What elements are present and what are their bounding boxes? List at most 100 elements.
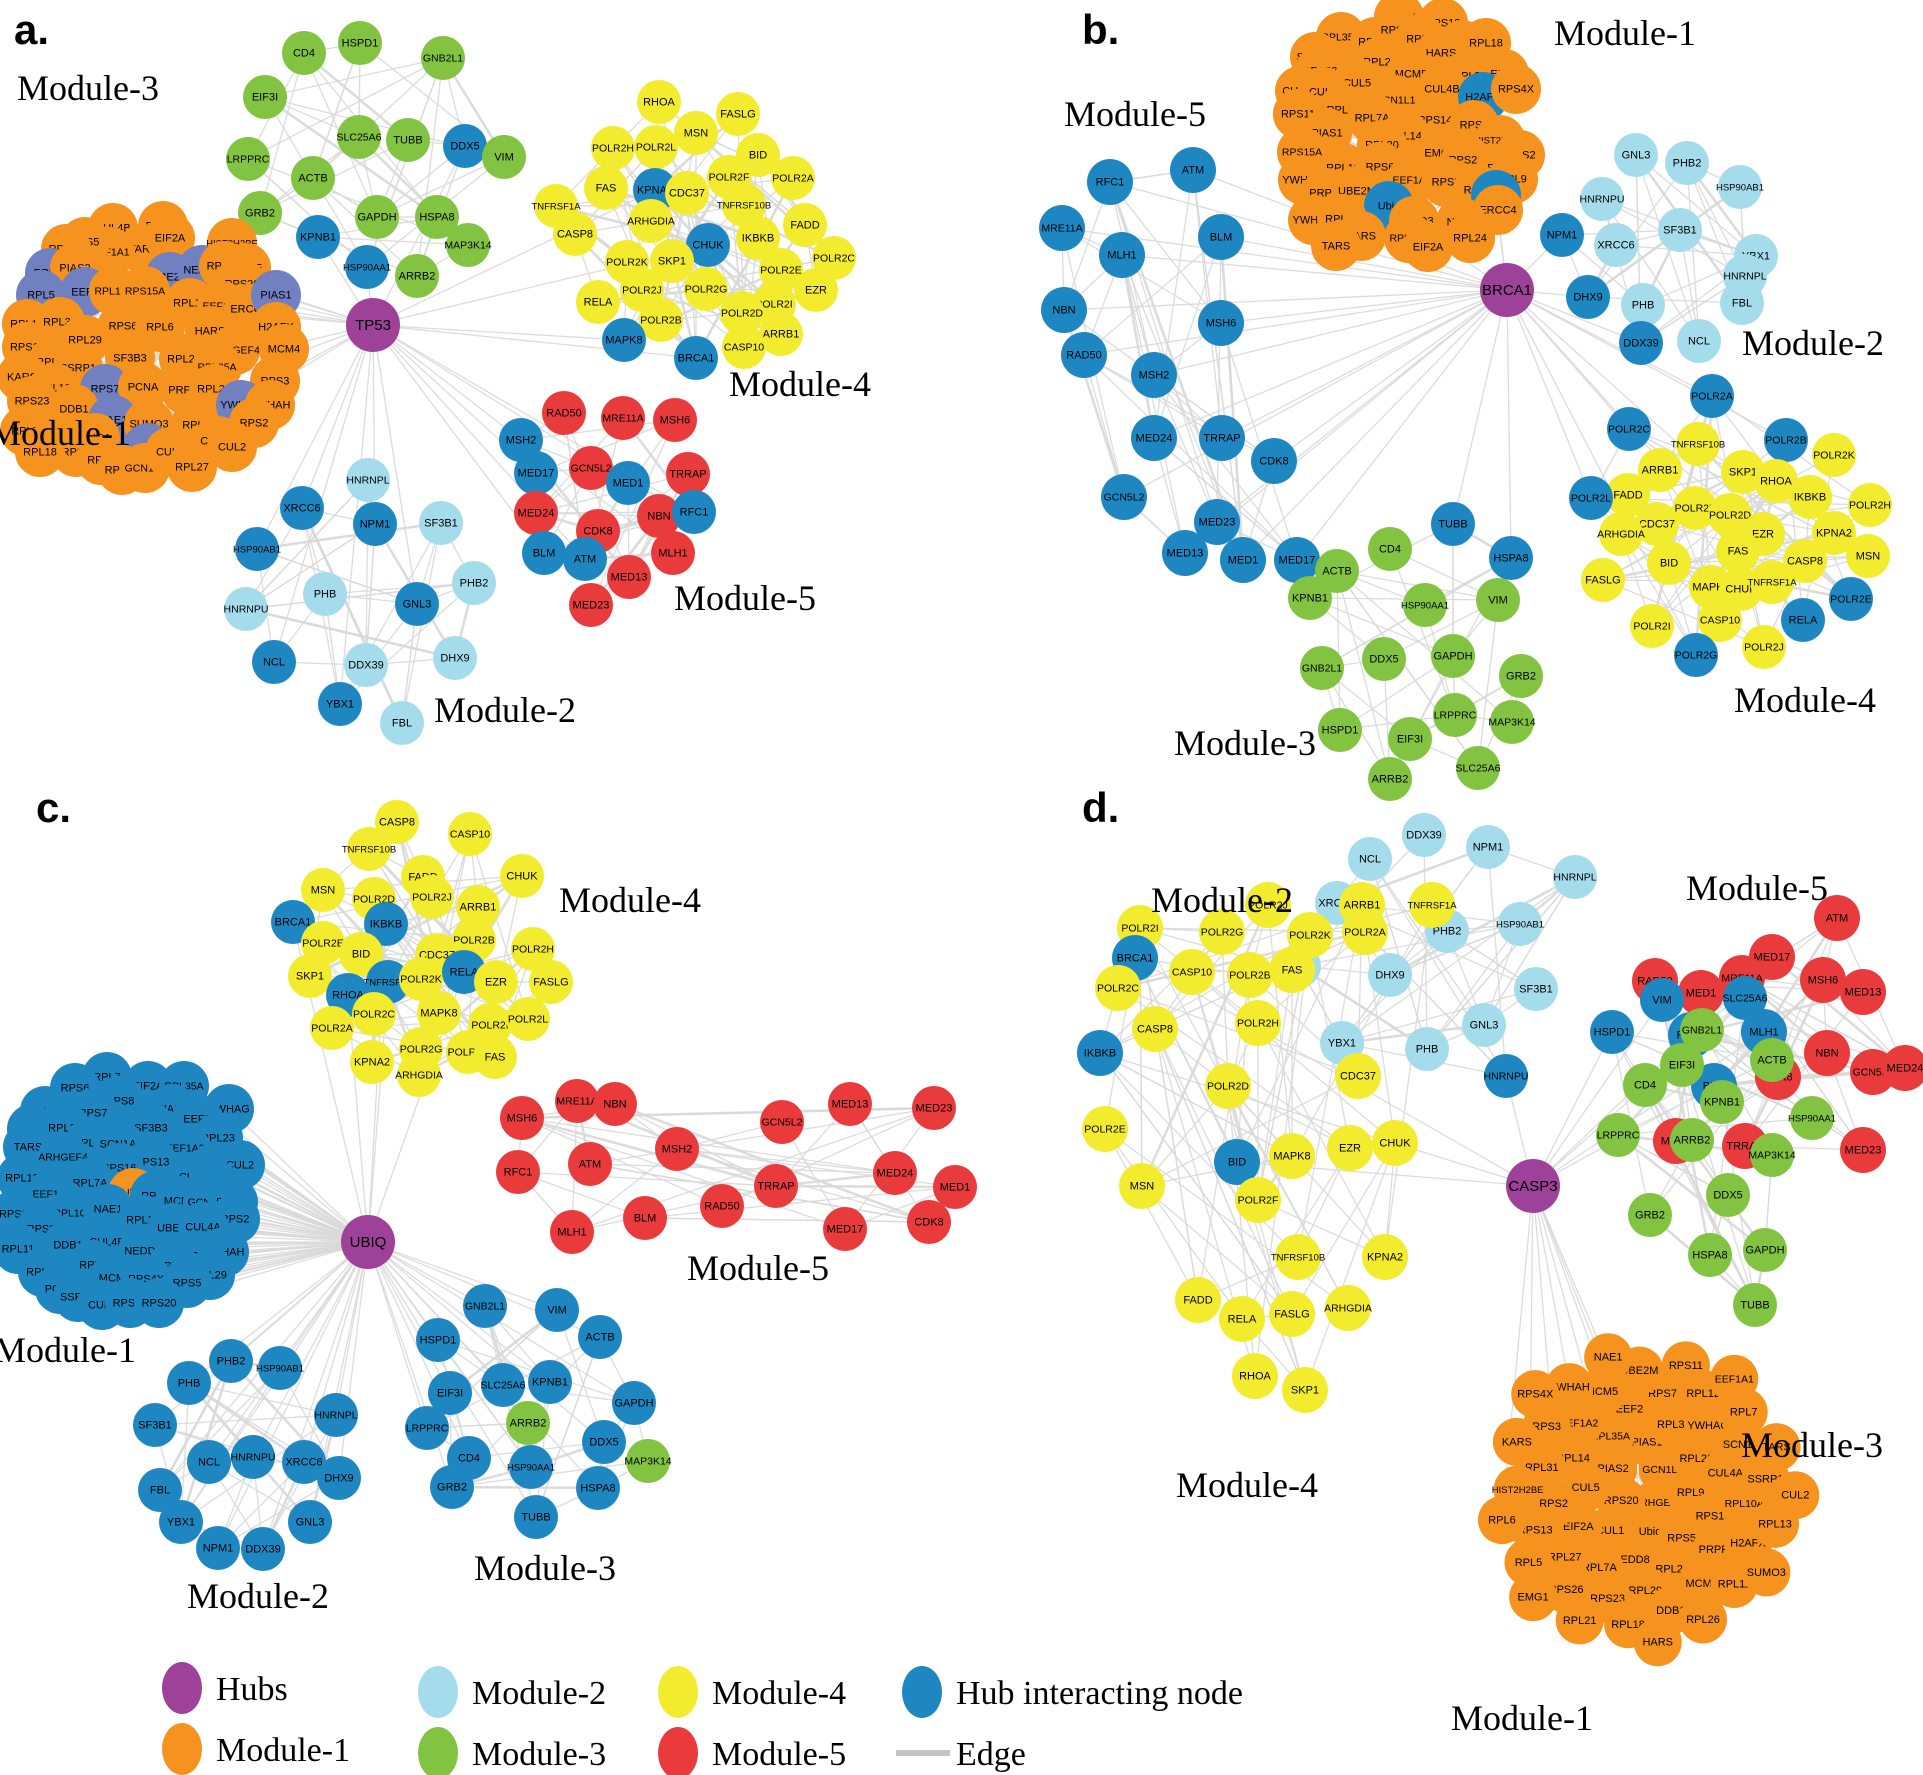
node-circle-GRB2	[430, 1465, 474, 1509]
node-label-BID: BID	[1228, 1157, 1246, 1169]
node-label-POLR2B: POLR2B	[453, 935, 494, 947]
node-label-MED17: MED17	[1754, 952, 1791, 964]
node-circle-HSP90AA1	[509, 1445, 553, 1489]
node-PHB: PHB	[167, 1361, 211, 1405]
node-circle-EZR	[794, 268, 838, 312]
node-label-GNL3: GNL3	[1622, 150, 1651, 162]
node-EZR: EZR	[794, 268, 838, 312]
node-circle-MSH6	[500, 1096, 544, 1140]
node-label-RPL21: RPL21	[1563, 1615, 1597, 1627]
node-SF3B1: SF3B1	[1658, 208, 1702, 252]
node-label-IKBKB: IKBKB	[370, 919, 402, 931]
node-DDX39: DDX39	[1619, 321, 1663, 365]
node-circle-MED17	[823, 1207, 867, 1251]
node-circle-POLR2D	[720, 291, 764, 335]
node-label-BRCA1: BRCA1	[275, 917, 312, 929]
node-circle-MSH6	[1198, 300, 1244, 346]
node-label-MSH6: MSH6	[660, 415, 691, 427]
node-label-EIF3I: EIF3I	[252, 92, 278, 104]
node-circle-LRPPRC	[1433, 693, 1477, 737]
node-circle-ARHGDIA	[1599, 512, 1643, 556]
node-label-POLR2J: POLR2J	[622, 285, 662, 297]
edge	[367, 1241, 428, 1429]
node-label-MLH1: MLH1	[658, 548, 687, 560]
node-label-MSH6: MSH6	[1808, 975, 1839, 987]
node-RPS11: RPS11	[1661, 1341, 1710, 1390]
node-DDX39: DDX39	[344, 643, 388, 687]
module-title-module-1: Module-1	[0, 413, 131, 453]
node-VIM: VIM	[1476, 578, 1520, 622]
node-label-MED23: MED23	[916, 1103, 953, 1115]
node-label-POLR2C: POLR2C	[1608, 424, 1650, 436]
edge	[571, 1185, 777, 1233]
edge	[1506, 289, 1787, 441]
node-ARRB2: ARRB2	[1670, 1118, 1714, 1162]
node-circle-POLR2A	[1690, 374, 1734, 418]
node-circle-MED24	[1131, 415, 1177, 461]
edge	[158, 1360, 233, 1491]
node-circle-MED24	[873, 1151, 917, 1195]
edge	[1153, 437, 1298, 561]
hub-circle-UBIQ	[341, 1215, 395, 1269]
node-label-TNFRSF1A: TNFRSF1A	[1407, 901, 1457, 912]
node-label-BLM: BLM	[533, 548, 556, 560]
node-label-RPL10A: RPL10A	[53, 1208, 92, 1220]
cluster-module-3-panel-c: GNB2L1 VIM HSPD1 ACTB SLC25A6 KPNB1 EIF3I GAPDH…	[405, 1284, 672, 1539]
node-label-BID: BID	[749, 150, 767, 162]
node-MSH6: MSH6	[500, 1096, 544, 1140]
node-label-VIM: VIM	[494, 152, 514, 164]
module-title-module-3: Module-3	[1741, 1425, 1883, 1465]
node-circle-PHB2	[1665, 141, 1709, 185]
edge	[372, 324, 418, 605]
node-LRPPRC: LRPPRC	[1433, 693, 1477, 737]
node-circle-MED1	[1220, 537, 1266, 583]
node-ARRB1: ARRB1	[1638, 448, 1682, 492]
node-label-DDX5: DDX5	[589, 1437, 618, 1449]
node-label-ACTB: ACTB	[585, 1332, 614, 1344]
node-label-NAE1: NAE1	[1594, 1352, 1623, 1364]
node-label-RPS5: RPS5	[173, 1278, 202, 1290]
node-label-MED13: MED13	[1167, 548, 1204, 560]
node-RFC1: RFC1	[496, 1150, 540, 1194]
legend-item-hubs: Hubs	[162, 1662, 288, 1714]
node-label-POLR2C: POLR2C	[353, 1009, 395, 1021]
legend-item-module-5: Module-5	[658, 1727, 846, 1775]
node-label-CASP10: CASP10	[1172, 967, 1212, 979]
edge	[1384, 904, 1433, 1258]
edge	[1216, 236, 1222, 523]
edge	[1063, 289, 1508, 311]
node-circle-FAS	[1716, 529, 1760, 573]
node-circle-KPNA2	[350, 1040, 394, 1084]
node-EZR: EZR	[474, 960, 518, 1004]
node-circle-EIF3I	[1388, 717, 1432, 761]
edge	[256, 324, 374, 550]
node-label-RPS15A: RPS15A	[125, 286, 165, 298]
cluster-module-4-panel-a: RHOA FASLG MSN POLR2H POLR2L BID POLR2F POLR2A F…	[531, 80, 856, 380]
node-label-POLR2F: POLR2F	[1675, 503, 1716, 515]
module-title-module-3: Module-3	[17, 68, 159, 108]
node-label-RPL6: RPL6	[1488, 1515, 1516, 1527]
node-label-FBL: FBL	[1732, 298, 1752, 310]
node-circle-RELA	[576, 280, 620, 324]
node-label-CUL4B: CUL4B	[1424, 84, 1459, 96]
node-label-HNRNPU: HNRNPU	[224, 604, 269, 616]
node-GCN5L2: GCN5L2	[569, 446, 613, 490]
edge	[303, 52, 409, 141]
node-circle-POLR2E	[1829, 577, 1873, 621]
node-circle-POLR2G	[1674, 633, 1718, 677]
node-circle-TNFRSF10B	[1676, 422, 1720, 466]
node-label-HSP90AA1: HSP90AA1	[343, 263, 391, 274]
node-label-RPS23: RPS23	[15, 396, 50, 408]
node-GAPDH: GAPDH	[1743, 1228, 1787, 1272]
node-EIF3I: EIF3I	[1388, 717, 1432, 761]
node-circle-POLR2K	[1812, 433, 1856, 477]
node-POLR2D: POLR2D	[1708, 493, 1752, 537]
node-label-CDC37: CDC37	[1340, 1071, 1376, 1083]
node-GNL3: GNL3	[395, 582, 439, 626]
node-label-MED23: MED23	[1845, 1145, 1882, 1157]
edge	[367, 1241, 605, 1443]
node-MSH2: MSH2	[1131, 352, 1177, 398]
node-label-NBN: NBN	[603, 1099, 626, 1111]
node-circle-IKBKB	[736, 216, 780, 260]
legend: Hubs Module-1 Module-2 Module-3 Module-4 Modu…	[162, 1662, 1243, 1775]
